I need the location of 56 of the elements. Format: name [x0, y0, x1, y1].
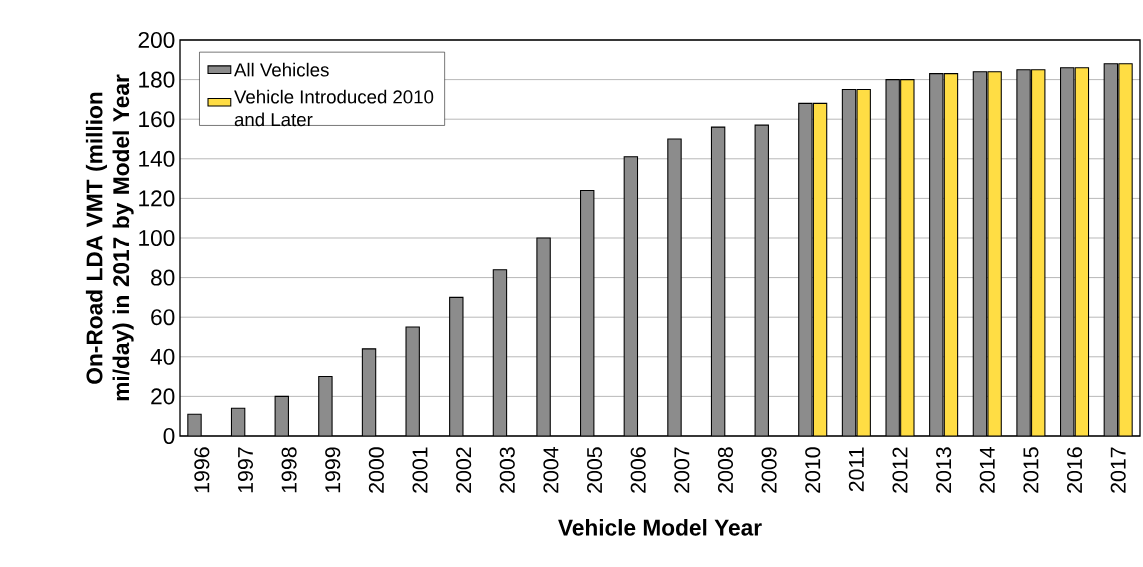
x-tick-label: 1996 [194, 447, 210, 493]
bar [798, 102, 813, 436]
x-tick-label: 1998 [281, 447, 297, 493]
y-tick-label: 80 [151, 269, 175, 286]
bar [187, 413, 202, 436]
x-tick-label: 2008 [717, 447, 734, 493]
bar [812, 102, 828, 436]
bar [1016, 69, 1031, 436]
x-tick-label: 2012 [892, 447, 908, 493]
x-tick-label: 2016 [1067, 447, 1083, 493]
y-tick-label: 100 [139, 229, 175, 247]
bar [1103, 63, 1119, 436]
x-tick-label: 2005 [587, 447, 603, 493]
y-tick-label: 120 [139, 190, 175, 207]
x-tick-label: 2002 [456, 447, 472, 493]
bar [900, 79, 915, 436]
bar [987, 71, 1002, 436]
bar [856, 88, 871, 436]
bar [623, 156, 639, 436]
y-tick-label: 40 [150, 348, 175, 365]
x-tick-label: 2011 [848, 447, 864, 492]
bar [1060, 67, 1075, 436]
x-tick-label: 2015 [1023, 447, 1039, 493]
x-tick-label: 2001 [412, 447, 428, 493]
x-tick-label: 2013 [936, 447, 952, 493]
bar [885, 79, 900, 436]
x-tick-label: 2000 [368, 447, 384, 493]
y-tick-label: 60 [151, 309, 175, 326]
x-tick-label: 2014 [979, 447, 995, 493]
y-tick-label: 0 [163, 427, 175, 445]
bar [667, 138, 682, 436]
x-tick-label: 2009 [761, 447, 777, 493]
bar [943, 73, 959, 436]
x-tick-label: 2010 [805, 447, 821, 493]
y-tick-label: 20 [151, 388, 175, 405]
x-tick-label: 1997 [237, 447, 254, 493]
bar [1118, 63, 1133, 436]
y-tick-label: 180 [139, 71, 175, 88]
y-tick-label: 140 [139, 150, 175, 167]
y-tick-label: 160 [139, 111, 175, 128]
x-tick-label: 1999 [325, 447, 341, 493]
bar [1074, 67, 1090, 436]
bar [841, 88, 857, 436]
x-tick-label: 2004 [543, 447, 559, 493]
x-axis-title: Vehicle Model Year [558, 519, 762, 536]
legend-label: Vehicle Introduced 2010 and Later [234, 89, 434, 127]
y-axis-title: On-Road LDA VMT (million mi/day) in 2017 by Model Year [85, 74, 134, 401]
x-tick-label: 2003 [499, 447, 515, 493]
legend-label: All Vehicles [234, 62, 329, 77]
x-tick-label: 2017 [1110, 447, 1126, 493]
x-tick-label: 2006 [630, 447, 646, 493]
bar [972, 71, 988, 436]
bar [929, 73, 944, 436]
x-tick-label: 2007 [674, 447, 690, 493]
y-tick-label: 200 [138, 31, 175, 49]
bar [1031, 69, 1046, 436]
